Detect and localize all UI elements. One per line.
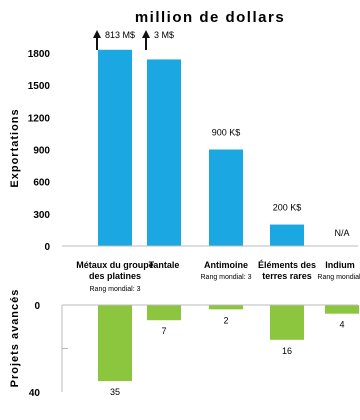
category-rank-label: Rang mondial: 3 (201, 274, 252, 281)
category-label: terres rares (262, 271, 312, 281)
category-label: Éléments des (258, 260, 316, 270)
y-tick-label: 900 (33, 146, 50, 157)
category-label: Tantale (149, 260, 180, 270)
y-tick-label: 0 (34, 301, 40, 312)
bar-projects (325, 305, 359, 314)
y-tick-label: 40 (29, 388, 41, 399)
category-rank-label: Rang mondial: 3 (90, 286, 141, 293)
y-tick-label: 1500 (28, 81, 51, 92)
y-tick-label: 600 (33, 178, 50, 189)
data-label-exports: 200 K$ (273, 203, 302, 213)
y-axis-label-exports: Exportations (9, 108, 21, 187)
category-rank-label: Rang mondial: (317, 274, 360, 281)
bar-projects (209, 305, 243, 310)
data-label-projects: 4 (339, 320, 344, 330)
y-tick-label: 300 (33, 210, 50, 221)
category-label: Indium (325, 260, 355, 270)
data-label-projects: 2 (223, 315, 228, 325)
y-tick-label: 1800 (28, 49, 51, 60)
bar-projects (270, 305, 304, 340)
bar-exports (147, 59, 181, 246)
chart-title: million de dollars (135, 9, 285, 26)
data-label-exports: N/A (334, 228, 349, 238)
y-axis-label-projects: Projets avancés (9, 289, 21, 388)
category-label: Métaux du groupe (76, 260, 154, 270)
bar-projects (98, 305, 132, 382)
y-tick-label: 0 (44, 242, 50, 253)
data-label-exports: 3 M$ (154, 30, 174, 40)
bar-projects (147, 305, 181, 321)
data-label-exports: 813 M$ (105, 30, 135, 40)
category-label: des platines (89, 271, 141, 281)
exports-chart: 0 300 600 900 1200 1500 1800 813 M$ 3 M$ 900 K$ 20… (28, 30, 358, 253)
truncation-arrow-head (93, 30, 101, 38)
data-label-projects: 35 (110, 387, 120, 397)
y-tick-label: 1200 (28, 113, 51, 124)
data-label-projects: 7 (161, 326, 166, 336)
data-label-projects: 16 (282, 346, 292, 356)
projects-chart: 0 40 35 7 2 16 4 (29, 301, 359, 399)
truncation-arrow-head (142, 30, 150, 38)
data-label-exports: 900 K$ (212, 128, 241, 138)
category-label: Antimoine (204, 260, 248, 270)
bar-exports (270, 224, 304, 246)
bar-exports (209, 149, 243, 246)
bar-exports (98, 49, 132, 247)
